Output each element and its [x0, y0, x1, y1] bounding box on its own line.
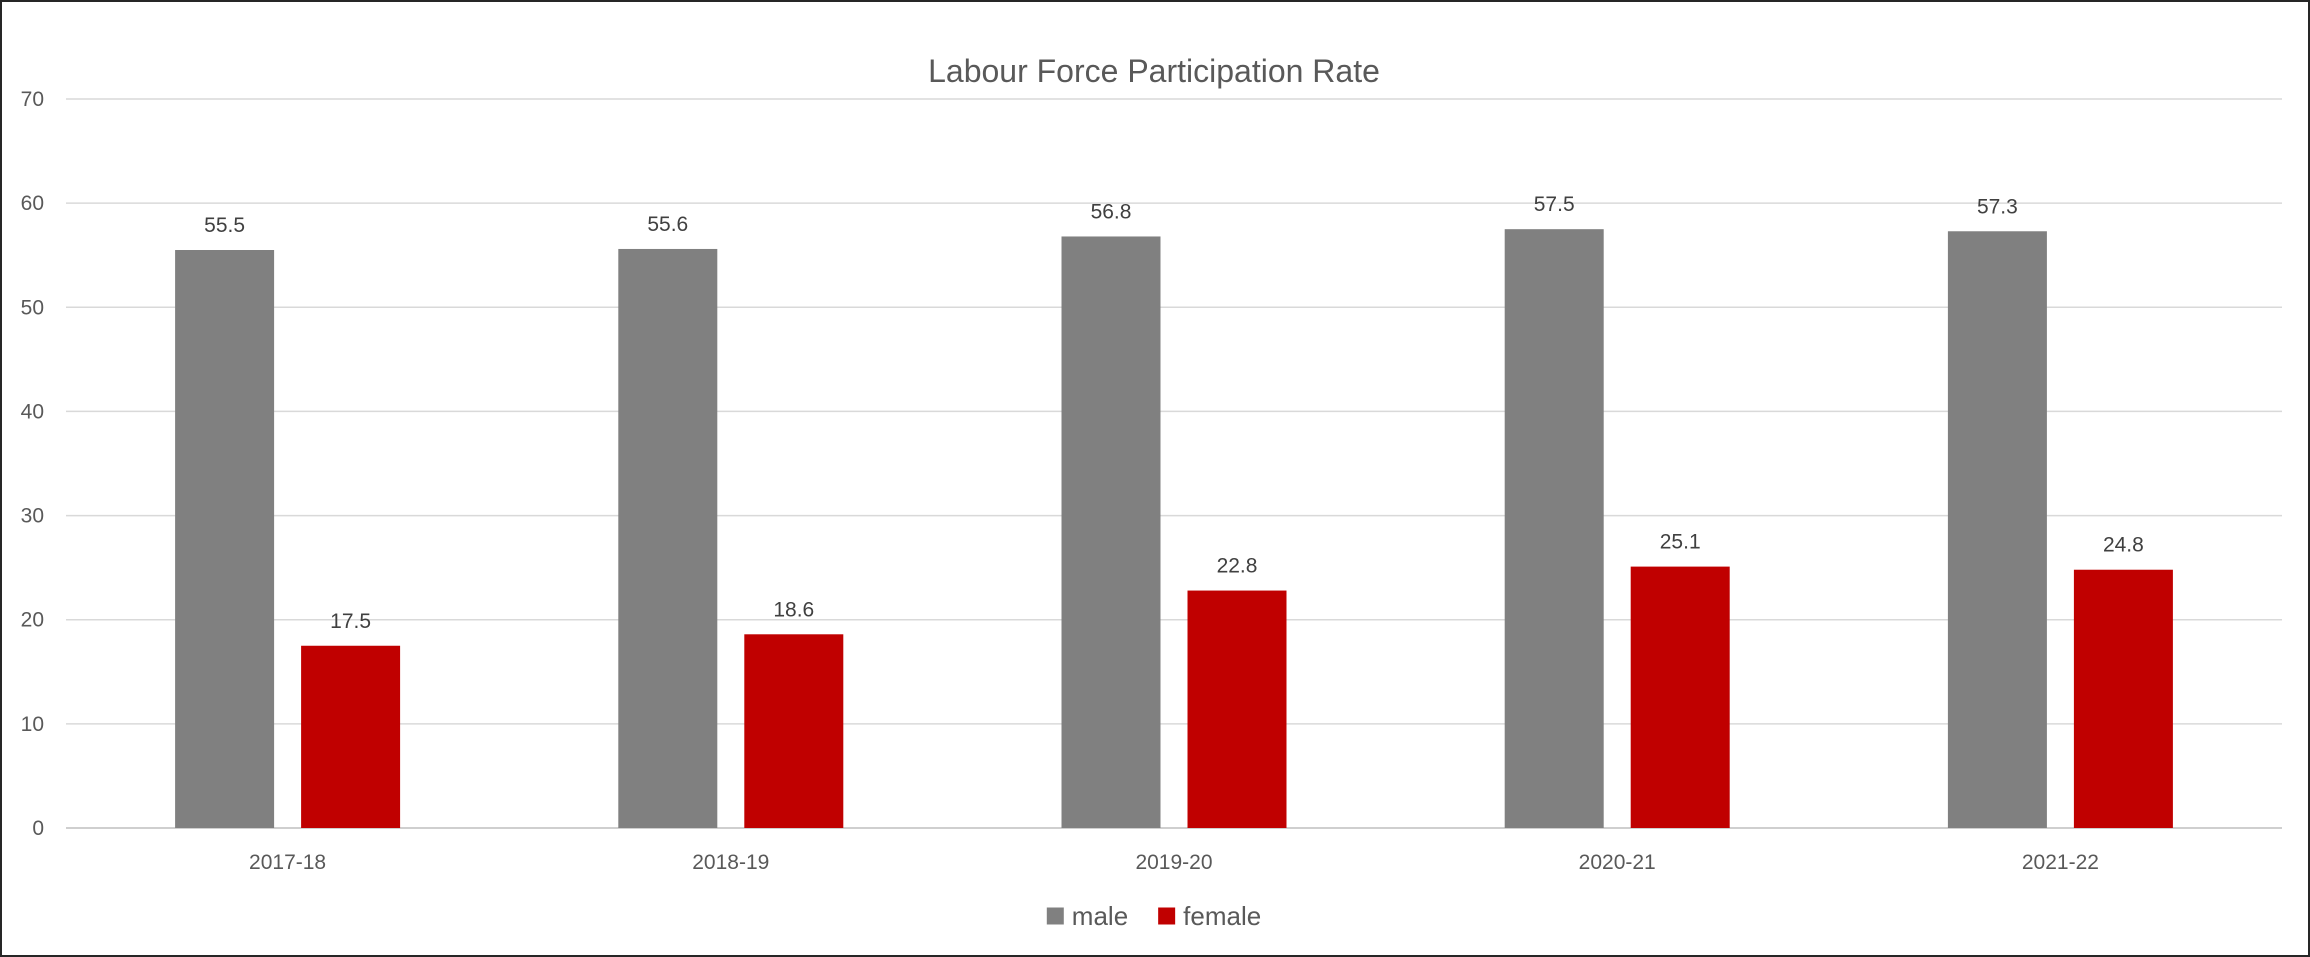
- x-tick-label: 2018-19: [692, 851, 769, 874]
- x-tick-label: 2020-21: [1579, 851, 1656, 874]
- bar-female-2018-19: [744, 634, 844, 828]
- data-label-male-2019-20: 56.8: [1091, 200, 1132, 223]
- bars: [175, 229, 2173, 829]
- legend: male female: [1046, 901, 1261, 931]
- bar-male-2020-21: [1504, 229, 1604, 828]
- y-tick-label: 30: [21, 505, 44, 528]
- legend-item-male: male: [1046, 901, 1128, 931]
- legend-swatch-female: [1158, 907, 1176, 925]
- bar-female-2019-20: [1187, 590, 1287, 828]
- legend-item-female: female: [1158, 901, 1261, 931]
- data-label-female-2018-19: 18.6: [773, 598, 814, 621]
- data-label-female-2017-18: 17.5: [330, 610, 371, 633]
- y-tick-label: 70: [21, 88, 44, 111]
- data-label-female-2019-20: 22.8: [1217, 555, 1258, 578]
- y-tick-label: 40: [21, 400, 44, 423]
- data-label-female-2020-21: 25.1: [1660, 531, 1701, 554]
- x-tick-label: 2021-22: [2022, 851, 2099, 874]
- bar-female-2021-22: [2073, 569, 2173, 828]
- y-tick-label: 0: [32, 817, 44, 840]
- data-label-male-2017-18: 55.5: [204, 214, 245, 237]
- y-tick-label: 20: [21, 609, 44, 632]
- y-tick-label: 50: [21, 296, 44, 319]
- data-label-female-2021-22: 24.8: [2103, 534, 2144, 557]
- bar-male-2017-18: [175, 250, 275, 828]
- x-tick-label: 2019-20: [1135, 851, 1212, 874]
- bar-male-2018-19: [618, 248, 718, 829]
- bar-female-2020-21: [1630, 566, 1730, 828]
- legend-swatch-male: [1046, 907, 1064, 925]
- data-labels: 55.5 17.5 55.6 18.6 56.8 22.8 57.5 25.1 57.3 24.8: [204, 193, 2144, 633]
- gridlines: [66, 98, 2282, 829]
- y-tick-label: 10: [21, 713, 44, 736]
- bar-male-2021-22: [1947, 231, 2047, 829]
- bar-female-2017-18: [301, 645, 401, 828]
- chart-title: Labour Force Participation Rate: [928, 53, 1380, 89]
- x-tick-label: 2017-18: [249, 851, 326, 874]
- x-axis-tick-labels: 2017-18 2018-19 2019-20 2020-21 2021-22: [249, 851, 2099, 874]
- legend-label-male: male: [1072, 901, 1128, 931]
- y-tick-label: 60: [21, 192, 44, 215]
- bar-male-2019-20: [1061, 236, 1161, 828]
- data-label-male-2020-21: 57.5: [1534, 193, 1575, 216]
- data-label-male-2018-19: 55.6: [647, 213, 688, 236]
- y-axis-tick-labels: 0 10 20 30 40 50 60 70: [21, 88, 44, 840]
- data-label-male-2021-22: 57.3: [1977, 195, 2018, 218]
- legend-label-female: female: [1183, 901, 1261, 931]
